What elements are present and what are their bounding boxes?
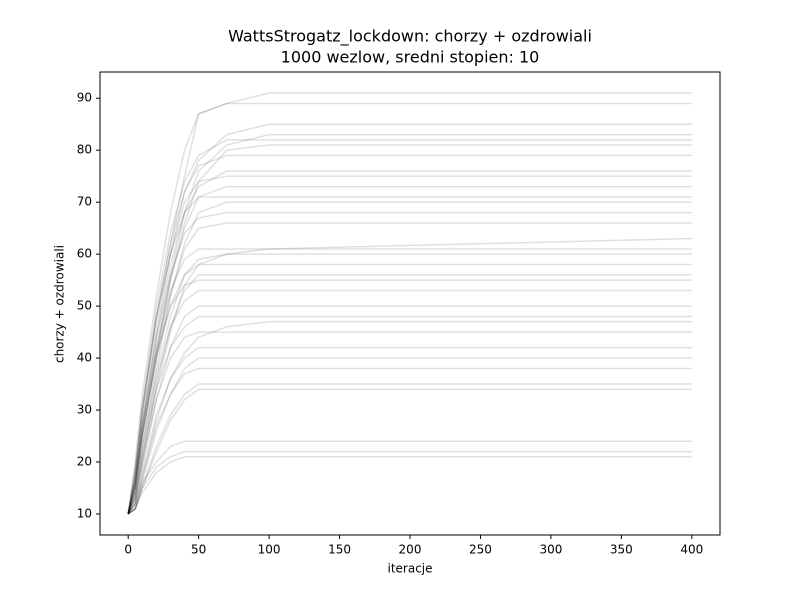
- series-line: [127, 279, 692, 515]
- series-line: [127, 289, 692, 515]
- series-line: [127, 367, 692, 515]
- series-line: [127, 201, 692, 515]
- series-line: [127, 253, 692, 515]
- series-line: [127, 383, 692, 515]
- series-line: [127, 450, 692, 515]
- series-line: [127, 185, 692, 515]
- y-tick-label: 40: [77, 351, 92, 365]
- x-tick-label: 150: [328, 543, 351, 557]
- series-line: [127, 237, 692, 515]
- series-line: [127, 274, 692, 515]
- series-line: [127, 357, 692, 515]
- x-tick-label: 250: [469, 543, 492, 557]
- y-tick-label: 90: [77, 91, 92, 105]
- series-line: [127, 315, 692, 515]
- y-tick-label: 10: [77, 506, 92, 520]
- y-axis-label: chorzy + ozdrowiali: [53, 245, 67, 363]
- series-line: [127, 320, 692, 515]
- series-line: [127, 263, 692, 515]
- series-line: [127, 331, 692, 515]
- plot-frame: [99, 71, 721, 536]
- y-tick-label: 20: [77, 454, 92, 468]
- series-line: [127, 170, 692, 515]
- y-tick-label: 70: [77, 195, 92, 209]
- series-line: [127, 144, 692, 515]
- series-line: [127, 211, 692, 515]
- series-line: [127, 222, 692, 515]
- x-tick-label: 400: [680, 543, 703, 557]
- x-tick-label: 0: [124, 543, 132, 557]
- series-line: [127, 305, 692, 515]
- series-line: [127, 102, 692, 515]
- x-axis-label: iteracje: [387, 562, 432, 576]
- y-tick-label: 30: [77, 403, 92, 417]
- x-tick-label: 350: [610, 543, 633, 557]
- y-tick-label: 80: [77, 143, 92, 157]
- series-line: [127, 139, 692, 515]
- x-tick-label: 200: [399, 543, 422, 557]
- x-tick-label: 100: [258, 543, 281, 557]
- series-line: [127, 440, 692, 515]
- series-line: [127, 133, 692, 515]
- series-line: [127, 123, 692, 515]
- y-tick-label: 60: [77, 247, 92, 261]
- chart-subtitle: 1000 wezlow, sredni stopien: 10: [281, 48, 540, 67]
- series-line: [127, 346, 692, 515]
- chart-title: WattsStrogatz_lockdown: chorzy + ozdrowi…: [228, 27, 592, 47]
- series-line: [127, 154, 692, 515]
- series-line: [127, 196, 692, 515]
- y-tick-label: 50: [77, 299, 92, 313]
- series-line: [127, 456, 692, 515]
- series-line: [127, 175, 692, 515]
- series-line: [127, 388, 692, 515]
- x-tick-label: 300: [539, 543, 562, 557]
- series-line: [127, 92, 692, 515]
- x-tick-label: 50: [191, 543, 206, 557]
- series-line: [127, 248, 692, 515]
